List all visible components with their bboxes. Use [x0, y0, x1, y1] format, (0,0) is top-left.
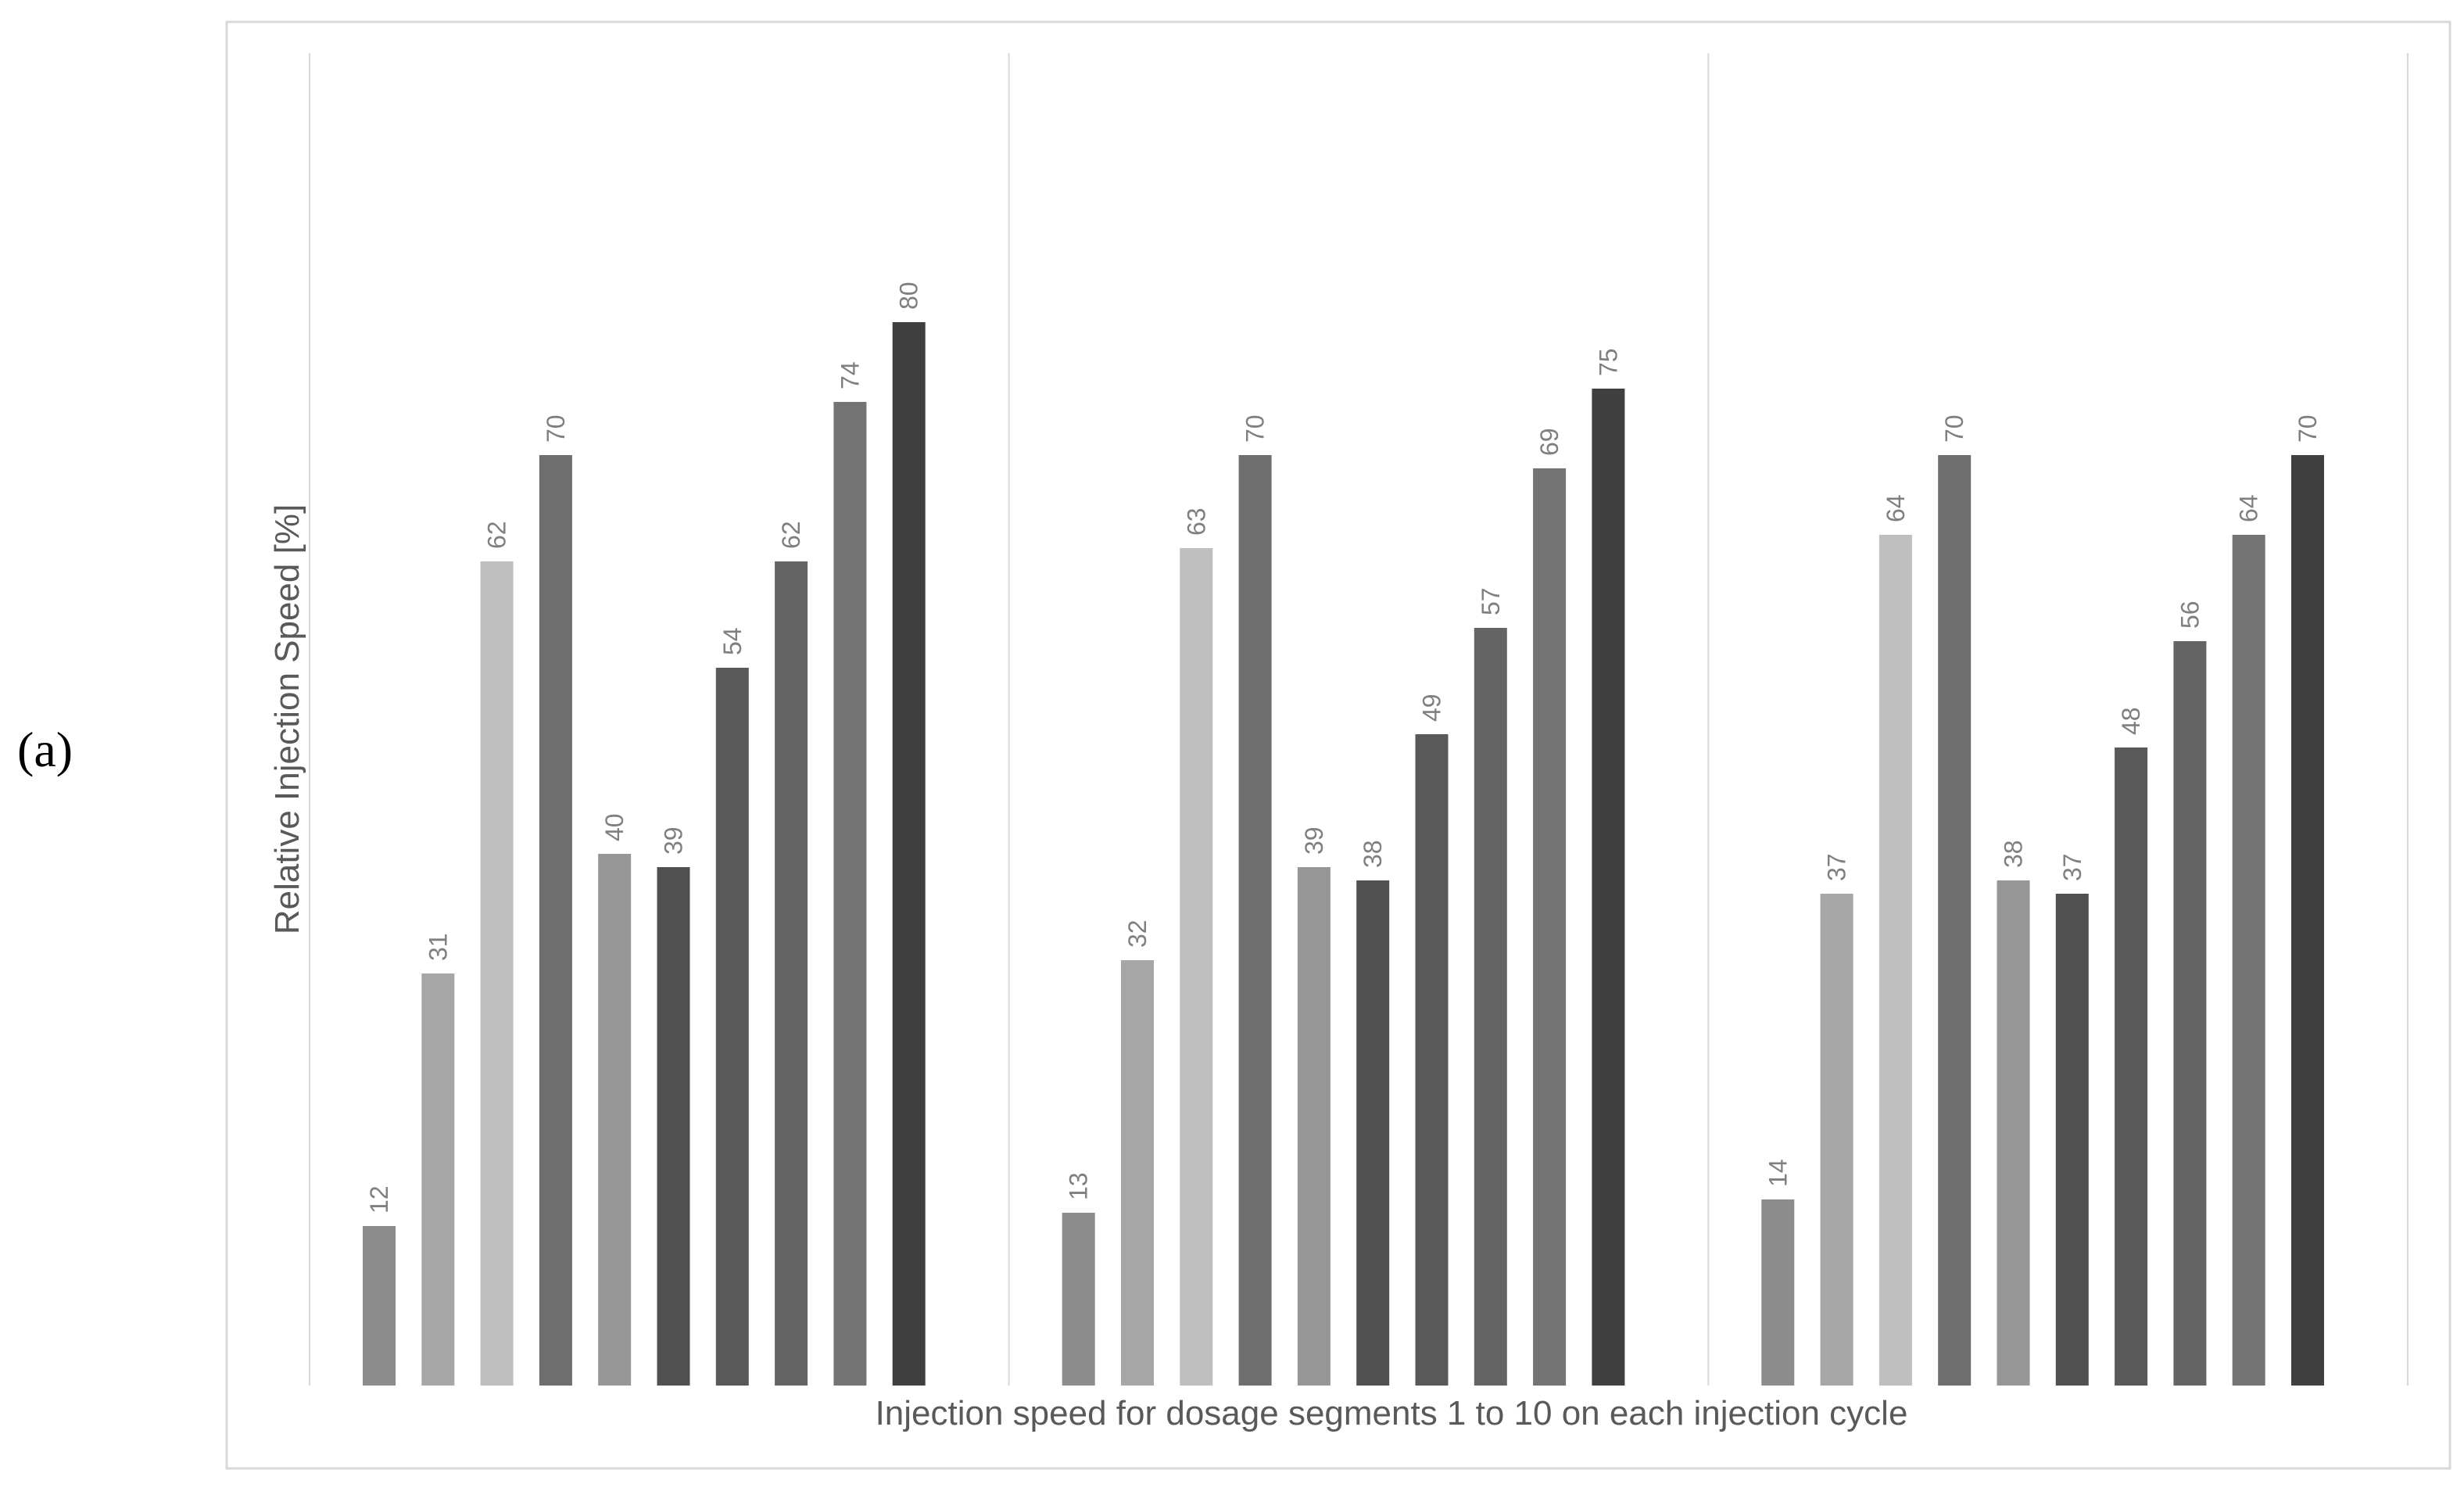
bar	[2173, 641, 2207, 1386]
data-label: 12	[365, 1185, 393, 1214]
data-label: 37	[1823, 853, 1851, 881]
data-label: 56	[2176, 601, 2204, 629]
bar	[1761, 1199, 1795, 1386]
bar	[421, 973, 455, 1386]
data-label: 57	[1477, 587, 1505, 615]
bar	[1474, 628, 1507, 1386]
data-label: 80	[895, 281, 923, 310]
bar	[2055, 894, 2089, 1386]
data-label: 62	[483, 521, 511, 549]
data-label: 31	[424, 933, 452, 961]
data-label: 54	[718, 627, 747, 655]
panel-label: (a)	[17, 722, 73, 777]
bar	[1415, 734, 1449, 1386]
bar	[1878, 535, 1912, 1386]
bar	[1062, 1213, 1095, 1386]
data-label: 63	[1182, 507, 1210, 536]
bars	[363, 322, 2324, 1386]
data-label: 75	[1594, 348, 1622, 376]
data-label: 38	[1359, 840, 1387, 868]
bar	[1938, 455, 1972, 1386]
bar	[657, 867, 690, 1386]
bar	[1121, 960, 1154, 1386]
data-labels: 12 31 62 70 40 39 54 62 74 80 13 32 63 70 39 38 49 57 69 75…	[365, 281, 2322, 1214]
data-label: 70	[2294, 414, 2322, 443]
data-label: 64	[1882, 494, 1910, 522]
y-axis-title: Relative Injection Speed [%]	[268, 504, 306, 934]
data-label: 62	[777, 521, 805, 549]
data-label: 40	[600, 813, 629, 841]
data-label: 37	[2058, 853, 2086, 881]
data-label: 74	[836, 361, 864, 389]
bar	[775, 561, 808, 1386]
bar	[1297, 867, 1330, 1386]
bar	[1997, 880, 2030, 1386]
bar	[1820, 894, 1853, 1386]
data-label: 32	[1123, 920, 1151, 948]
bar	[1356, 880, 1390, 1386]
bar	[539, 455, 572, 1386]
bar	[833, 402, 867, 1386]
data-label: 14	[1764, 1159, 1792, 1187]
group-dividers	[309, 53, 2408, 1386]
x-axis-title: Injection speed for dosage segments 1 to…	[876, 1394, 1908, 1432]
data-label: 49	[1418, 694, 1446, 722]
data-label: 69	[1535, 428, 1563, 456]
bar	[2232, 535, 2265, 1386]
bar	[598, 854, 632, 1386]
bar	[1592, 389, 1625, 1386]
bar	[715, 668, 749, 1386]
data-label: 70	[1940, 414, 1968, 443]
data-label: 39	[1300, 826, 1328, 855]
data-label: 38	[2000, 840, 2028, 868]
data-label: 64	[2235, 494, 2263, 522]
data-label: 13	[1065, 1172, 1093, 1200]
bar	[363, 1226, 396, 1386]
data-label: 70	[1241, 414, 1270, 443]
bar	[2291, 455, 2324, 1386]
data-label: 48	[2117, 707, 2145, 735]
bar	[480, 561, 514, 1386]
bar	[1180, 548, 1213, 1386]
bar	[2115, 748, 2148, 1386]
data-label: 39	[660, 826, 688, 855]
bar	[1238, 455, 1272, 1386]
bar	[892, 322, 926, 1386]
data-label: 70	[542, 414, 570, 443]
bar	[1533, 468, 1567, 1386]
